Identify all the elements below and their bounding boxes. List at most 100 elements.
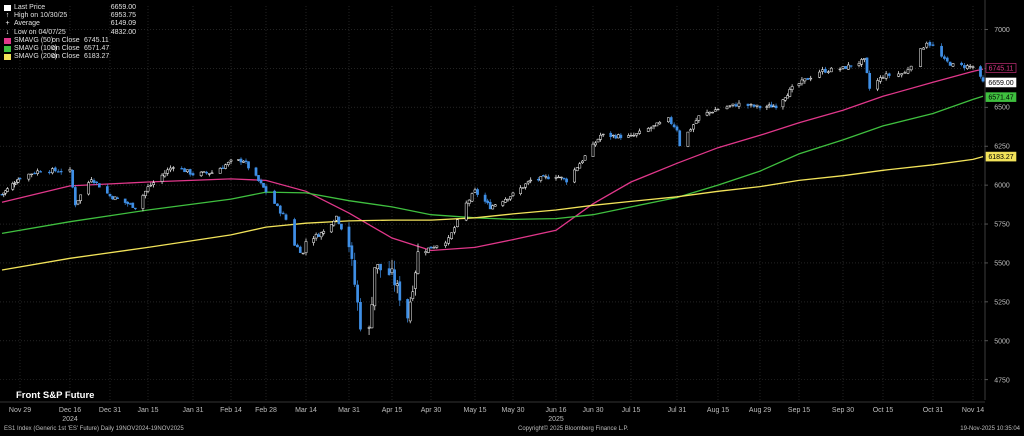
candle-body <box>476 189 479 195</box>
candle-body <box>95 181 99 183</box>
candle-body <box>542 175 545 177</box>
candle-body <box>180 168 184 170</box>
candle-body <box>629 135 633 137</box>
y-tick-label: 6500 <box>994 105 1010 112</box>
candle-body <box>655 122 659 127</box>
candle-body <box>678 130 682 147</box>
y-tick-label: 5500 <box>994 260 1010 267</box>
candle-body <box>453 227 456 233</box>
candle-body <box>186 169 189 173</box>
legend-item: SMAVG (50) on Close 6745.11 <box>4 37 136 45</box>
candle-body <box>694 120 698 124</box>
candle-body <box>692 124 695 130</box>
candle-body <box>486 200 490 204</box>
candle-body <box>931 44 935 46</box>
x-tick-label: Sep 30 <box>832 407 854 414</box>
x-tick-label: Jul 31 <box>668 407 687 414</box>
candle-body <box>632 134 636 137</box>
legend-item: Last Price 6659.00 <box>4 4 136 12</box>
candle-body <box>183 168 186 173</box>
candle-body <box>968 65 972 68</box>
candle-body <box>432 247 436 249</box>
legend-name: Last Price <box>14 4 46 11</box>
x-tick-label: May 15 <box>464 407 487 414</box>
candle-body <box>337 216 341 224</box>
candle-body <box>218 168 222 174</box>
legend-item: ↑ High on 10/30/25 6953.75 <box>4 12 136 20</box>
candle-body <box>488 201 492 210</box>
candle-body <box>470 193 474 202</box>
legend-value: 6953.75 <box>110 12 136 20</box>
candle-body <box>281 212 285 215</box>
candle-body <box>728 105 732 107</box>
candle-body <box>575 167 579 171</box>
candle-body <box>713 109 717 112</box>
candle-body <box>314 234 318 239</box>
candle-body <box>284 214 288 220</box>
candle-body <box>529 179 533 182</box>
candle-body <box>56 171 60 173</box>
legend-name: SMAVG (200) <box>14 53 58 61</box>
candle-body <box>376 264 380 270</box>
candle-body <box>749 104 753 106</box>
x-axis: Nov 29 Dec 16 Dec 31 Jan 15 Jan 31 Feb 14 Feb … <box>0 401 985 423</box>
candle-body <box>619 134 623 139</box>
candle-body <box>395 283 399 286</box>
candle-body <box>849 65 853 67</box>
y-tick-label: 6250 <box>994 144 1010 151</box>
candle-body <box>862 58 866 60</box>
candle-body <box>758 105 762 109</box>
candle-body <box>59 170 63 173</box>
candle-body <box>596 138 600 143</box>
candle-body <box>960 62 963 65</box>
candle-body <box>202 171 206 173</box>
candle-body <box>278 205 282 214</box>
candle-body <box>876 80 880 90</box>
legend-value: 4832.00 <box>110 28 136 36</box>
candle-body <box>557 176 560 179</box>
candle-body <box>519 187 522 194</box>
candle-body <box>301 252 305 255</box>
x-tick-label: Jul 15 <box>622 407 641 414</box>
candle-body <box>390 268 394 274</box>
candle-body <box>18 178 22 180</box>
x-tick-label: Dec 31 <box>99 407 121 414</box>
candle-body <box>254 167 258 176</box>
x-tick-label: Feb 14 <box>220 407 242 414</box>
candle-body <box>169 167 172 171</box>
candle-body <box>71 170 75 188</box>
legend-sub: on Close <box>52 36 80 44</box>
candle-body <box>447 237 450 244</box>
candle-body <box>547 176 550 180</box>
candle-body <box>774 105 778 109</box>
candle-body <box>781 99 785 108</box>
x-year-label: 2024 <box>62 416 78 423</box>
candle-body <box>922 47 925 50</box>
x-tick-label: May 30 <box>502 407 525 414</box>
candle-body <box>411 291 415 299</box>
candle-body <box>583 155 587 161</box>
candle-body <box>493 204 497 207</box>
candle-body <box>370 304 374 329</box>
candle-body <box>562 177 566 180</box>
candle-body <box>257 175 260 181</box>
candle-body <box>373 267 377 307</box>
candle-body <box>39 171 42 173</box>
candle-body <box>221 167 225 169</box>
candle-body <box>387 268 391 276</box>
candle-body <box>6 188 9 192</box>
candle-body <box>943 56 946 59</box>
chart-title: Front S&P Future <box>16 390 95 401</box>
candle-body <box>350 245 354 259</box>
x-tick-label: Apr 30 <box>421 407 442 414</box>
x-year-label: 2025 <box>548 416 564 423</box>
x-tick-label: Dec 16 <box>59 407 81 414</box>
candle-body <box>398 281 402 301</box>
candle-body <box>273 190 276 204</box>
candle-body <box>429 246 433 249</box>
value-tag-box <box>985 77 1017 88</box>
candle-body <box>435 245 439 248</box>
x-tick-label: Nov 29 <box>9 407 31 414</box>
candle-body <box>539 176 543 181</box>
